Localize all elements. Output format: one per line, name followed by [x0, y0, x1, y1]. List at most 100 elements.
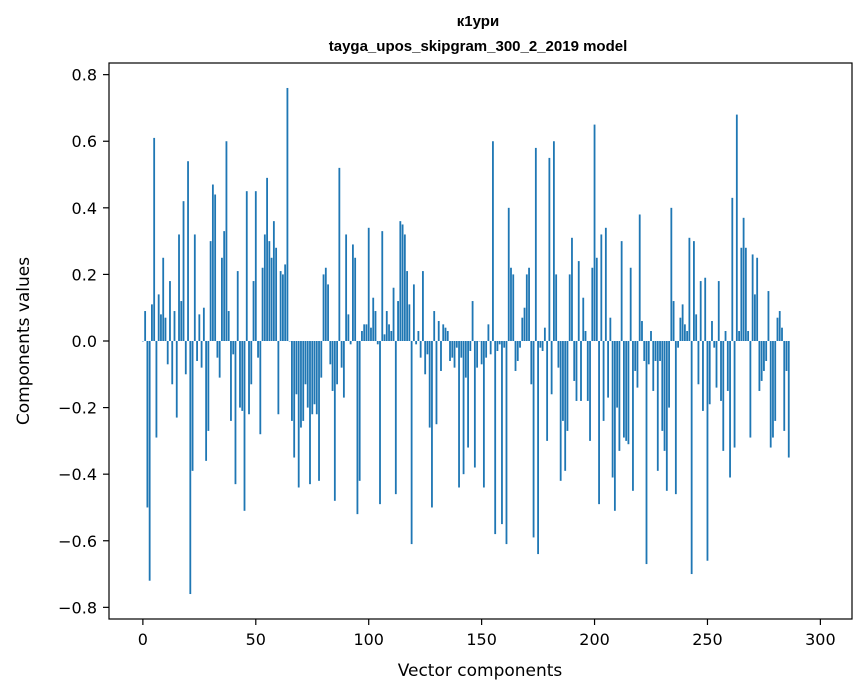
bar: [424, 341, 427, 375]
bar: [677, 341, 680, 348]
bar: [218, 341, 221, 378]
bar: [422, 271, 424, 341]
bar: [769, 341, 772, 448]
bar: [641, 321, 643, 341]
bar: [336, 341, 338, 385]
bar: [503, 341, 506, 348]
bar: [674, 341, 677, 495]
bar: [367, 227, 370, 341]
bar: [399, 221, 402, 341]
bar: [659, 341, 661, 361]
bar: [496, 341, 499, 351]
bar: [144, 311, 147, 341]
bar: [164, 317, 167, 341]
bar: [595, 257, 598, 341]
bar: [557, 341, 560, 368]
bar: [464, 341, 467, 378]
bar: [607, 341, 609, 398]
bar: [717, 281, 720, 341]
bar: [697, 341, 700, 385]
bar: [279, 271, 282, 341]
bar: [562, 341, 564, 421]
bar: [765, 341, 768, 361]
plot-frame: [108, 62, 853, 620]
bar: [442, 324, 445, 341]
bar: [148, 341, 151, 581]
bar: [729, 341, 731, 478]
bars-group: [141, 87, 790, 595]
bar: [681, 304, 684, 341]
y-tick-label: −0.6: [58, 532, 97, 551]
bar: [559, 341, 562, 481]
bar: [315, 341, 318, 415]
x-tick-label: 300: [805, 630, 836, 649]
bar: [760, 341, 763, 381]
bar: [329, 341, 332, 365]
bar: [410, 341, 413, 545]
bar: [383, 334, 386, 341]
bar: [555, 274, 558, 341]
bar: [252, 281, 255, 341]
bar: [376, 341, 379, 345]
bar: [636, 341, 639, 388]
bar: [227, 311, 230, 341]
bar: [318, 341, 320, 481]
bar: [223, 231, 226, 341]
bar: [401, 224, 404, 341]
bar: [243, 341, 246, 511]
bar: [216, 341, 219, 358]
bar: [275, 247, 278, 341]
bar: [173, 311, 176, 341]
bar: [349, 341, 352, 345]
bar: [785, 341, 788, 371]
bar: [552, 141, 555, 341]
bar: [295, 341, 298, 395]
bar: [564, 341, 567, 471]
bar: [598, 341, 600, 505]
bar: [584, 331, 587, 341]
bar: [767, 291, 770, 341]
bar: [266, 177, 268, 341]
bar: [435, 341, 438, 425]
bar: [623, 341, 625, 438]
bar: [724, 331, 727, 341]
bar: [291, 341, 293, 421]
bar: [763, 341, 765, 371]
x-axis: 0 50 100 150 200 250 300: [138, 619, 836, 649]
bar: [437, 321, 440, 341]
bar: [460, 341, 463, 358]
bar: [665, 341, 668, 491]
bar: [747, 331, 750, 341]
bar: [372, 297, 375, 341]
bar: [374, 311, 377, 341]
bar: [532, 341, 535, 538]
bar: [338, 167, 341, 341]
y-tick-label: 0.0: [72, 332, 97, 351]
bar: [711, 321, 713, 341]
bar: [672, 301, 675, 341]
bar: [281, 274, 284, 341]
bar: [625, 341, 628, 441]
bar: [611, 341, 614, 478]
bar: [787, 341, 790, 458]
y-tick-label: 0.8: [72, 66, 97, 85]
bar: [263, 234, 266, 341]
bar: [501, 341, 503, 525]
bar: [512, 274, 515, 341]
bar: [616, 341, 619, 408]
bar: [342, 341, 345, 398]
bar: [530, 341, 533, 385]
bar: [331, 341, 334, 391]
bar: [525, 274, 528, 341]
bar: [693, 241, 695, 341]
bar: [394, 341, 397, 495]
bar: [361, 331, 363, 341]
y-tick-label: −0.4: [58, 465, 97, 484]
bar: [146, 341, 149, 508]
x-tick-label: 50: [246, 630, 266, 649]
bar: [656, 341, 659, 471]
bar: [209, 241, 212, 341]
y-tick-label: 0.6: [72, 132, 97, 151]
bar: [713, 341, 716, 348]
bar: [356, 341, 359, 515]
